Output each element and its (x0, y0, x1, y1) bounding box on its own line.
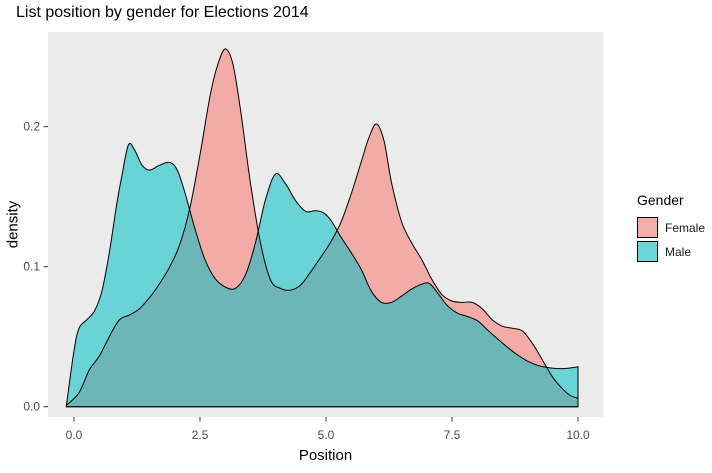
legend-entry-male: Male (637, 241, 705, 262)
x-tick-label: 7.5 (444, 428, 461, 442)
y-tick-label: 0.1 (23, 260, 40, 274)
y-tick-label: 0.0 (23, 400, 40, 414)
y-axis-title: density (4, 200, 22, 249)
x-tick-label: 5.0 (318, 428, 335, 442)
legend-entries: Female Male (627, 217, 705, 262)
chart-title: List position by gender for Elections 20… (16, 4, 309, 21)
density-outline-male (65, 142, 579, 408)
x-tick-label: 10.0 (566, 428, 590, 442)
legend-title: Gender (637, 192, 684, 208)
legend-label: Male (665, 244, 692, 259)
x-tick-label: 2.5 (192, 428, 209, 442)
legend-key-female (637, 217, 658, 238)
density-outline-female (65, 48, 579, 408)
legend-key-male (637, 241, 658, 262)
x-axis-title: Position (298, 447, 353, 464)
density-area-male (66, 143, 579, 407)
y-tick-label: 0.2 (23, 120, 40, 134)
legend-label: Female (665, 220, 706, 235)
x-tick-label: 0.0 (66, 428, 83, 442)
legend: Gender Female Male (627, 192, 705, 265)
legend-entry-female: Female (637, 217, 705, 238)
